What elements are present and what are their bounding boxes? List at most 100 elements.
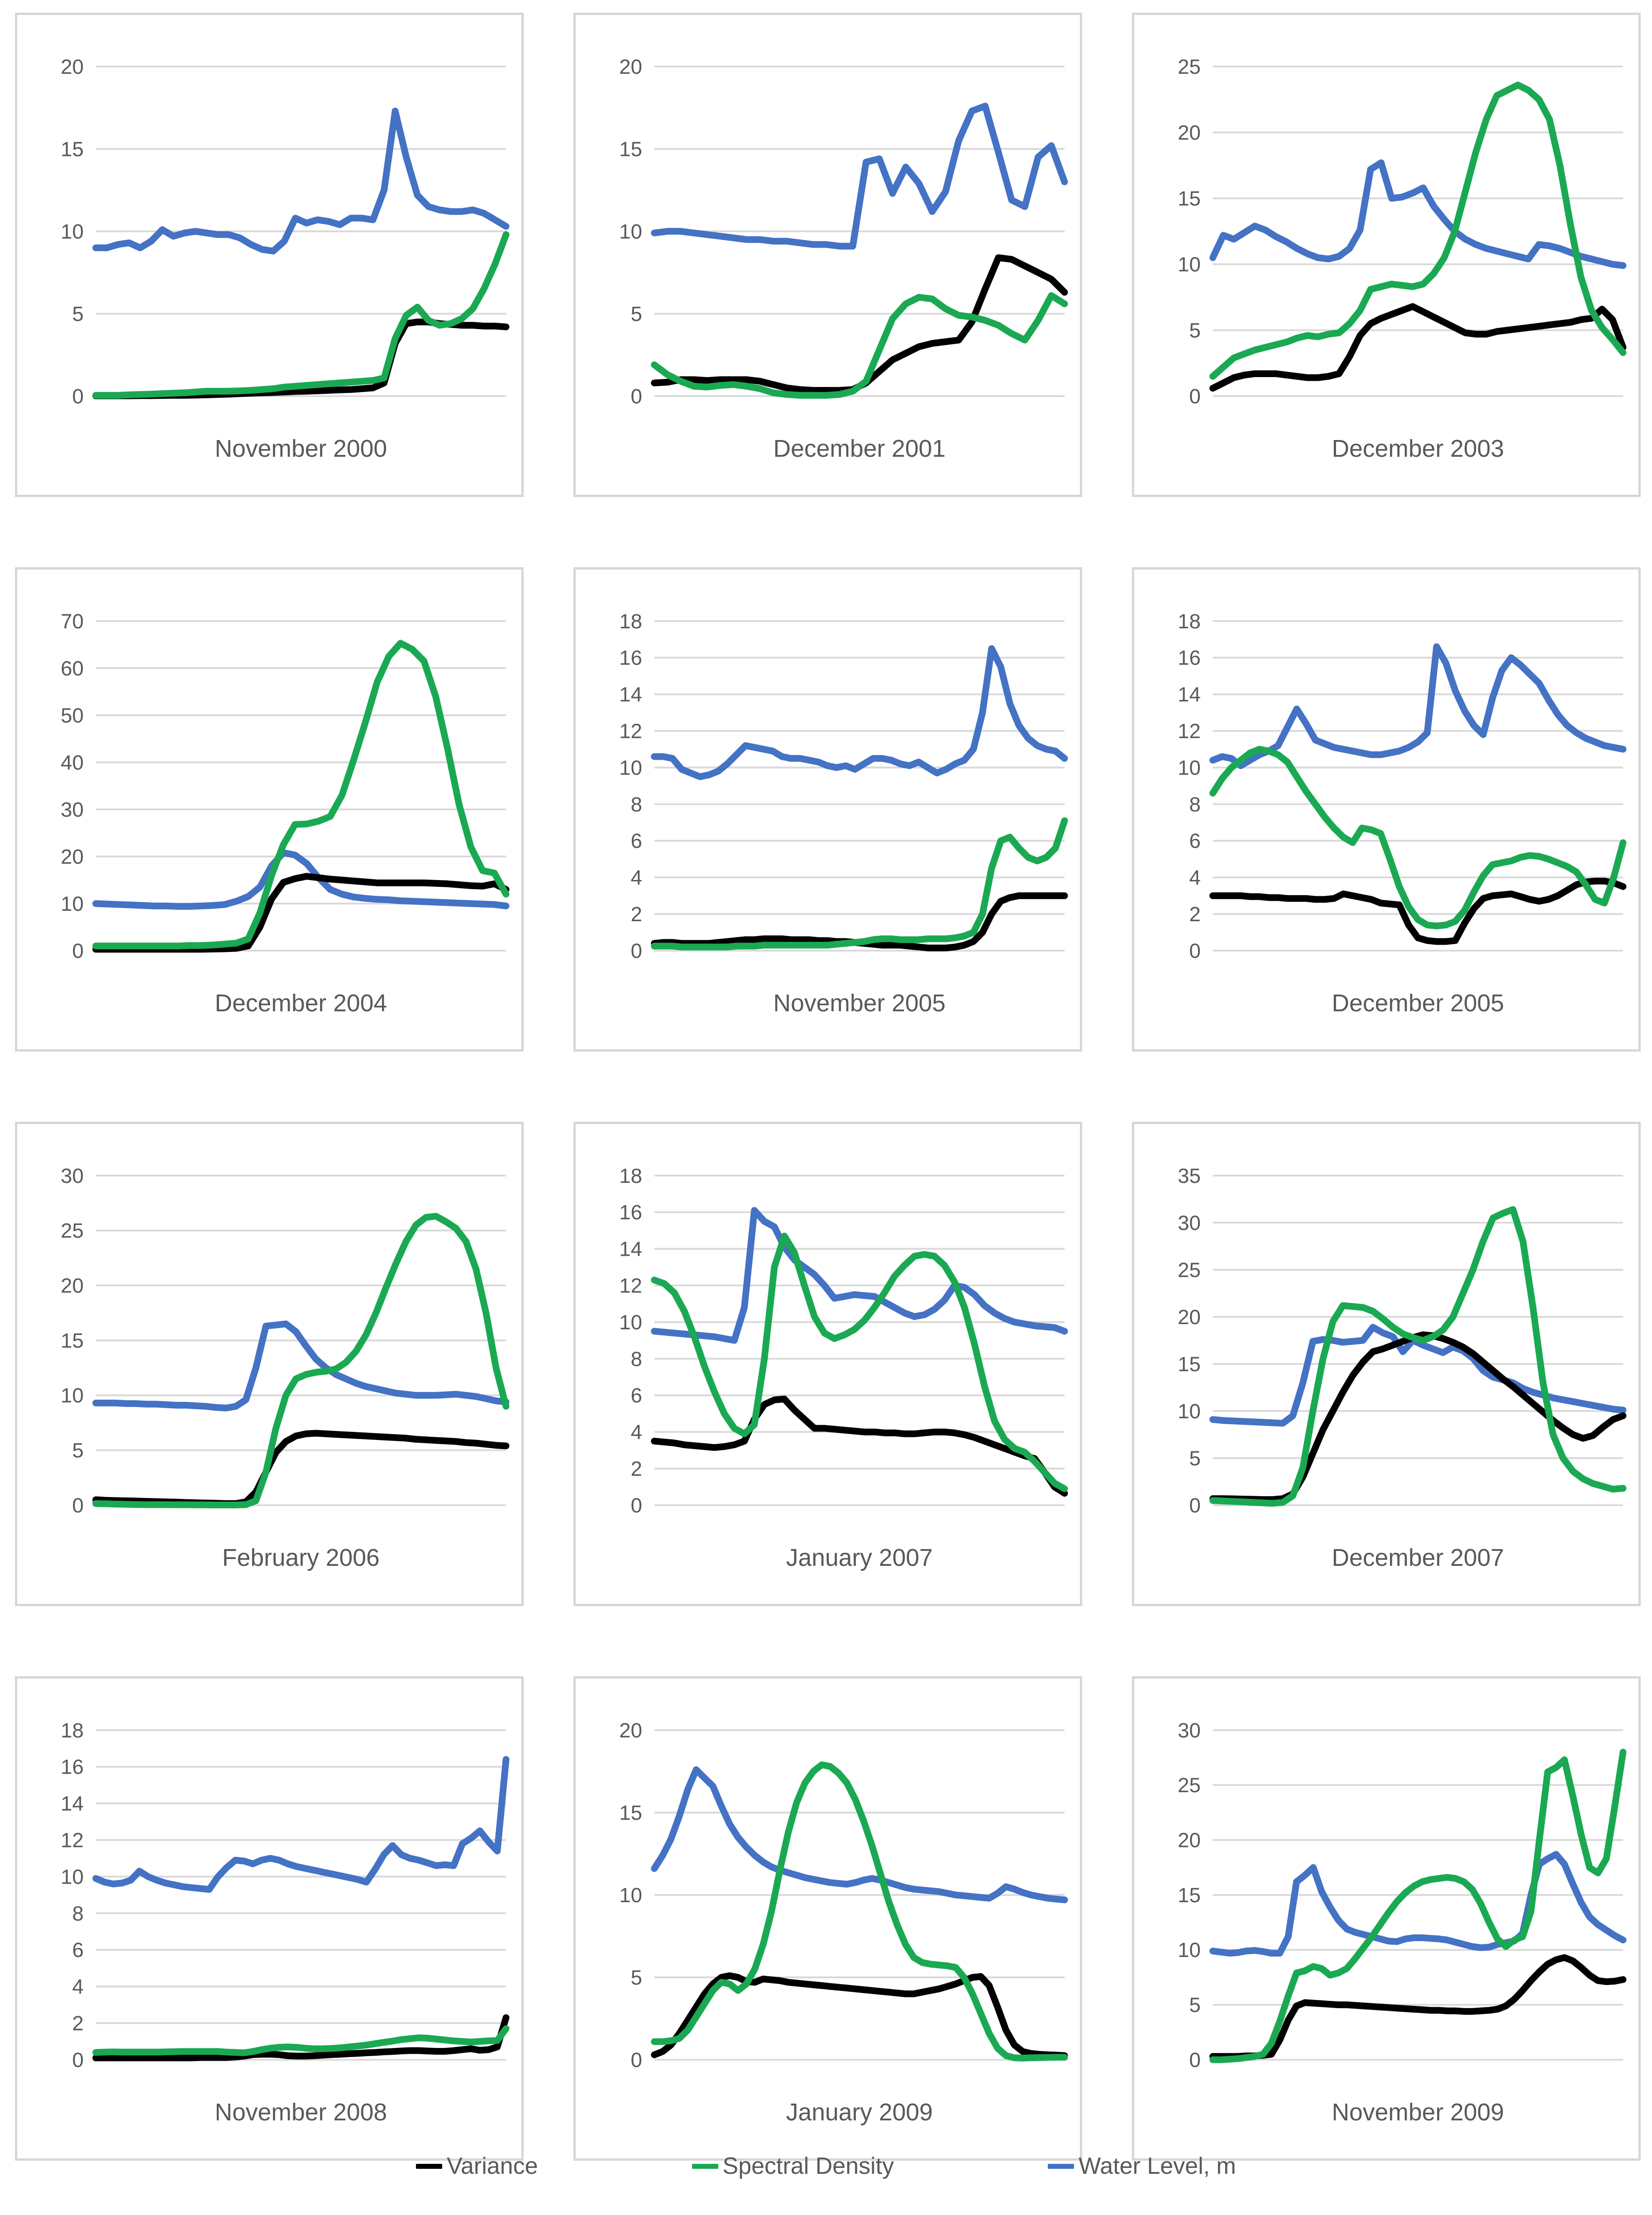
y-tick-label: 8 [631,793,642,816]
y-tick-label: 10 [61,892,84,915]
spectral-density-line [651,292,1068,399]
water-level-line [651,645,1068,780]
chart-panel: 0 5 10 15 20 25 December 2003 [1132,13,1641,497]
y-tick-label: 5 [1189,1447,1201,1470]
y-tick-label: 4 [72,1975,84,1998]
water-level-line [651,1207,1068,1344]
legend-label-water-level: Water Level, m [1079,2153,1236,2179]
water-level-line [92,1756,510,1893]
y-tick-label: 5 [72,1439,84,1462]
y-tick-label: 15 [619,138,642,161]
chart-title: November 2005 [773,990,946,1017]
y-tick-label: 30 [1178,1719,1201,1742]
y-tick-label: 0 [72,385,84,408]
y-tick-label: 60 [61,657,84,680]
y-tick-label: 8 [631,1347,642,1370]
y-tick-label: 12 [1178,719,1201,742]
chart-title: January 2007 [786,1545,933,1571]
y-tick-label: 8 [72,1902,84,1925]
y-tick-label: 25 [1178,55,1201,78]
variance-legend-dash-icon [416,2163,443,2169]
chart-title: November 2008 [215,2099,387,2126]
y-tick-label: 20 [1178,1306,1201,1329]
y-tick-label: 6 [72,1938,84,1961]
y-tick-label: 16 [619,1201,642,1224]
chart-title: November 2009 [1332,2099,1504,2126]
water-level-line [92,849,510,910]
variance-line [92,1430,510,1507]
water-level-line [1209,1324,1627,1427]
y-tick-label: 30 [1178,1211,1201,1234]
y-tick-label: 0 [1189,1494,1201,1517]
chart-panel: 0 5 10 15 20 25 30 35 December 2007 [1132,1122,1641,1606]
y-tick-label: 18 [619,610,642,633]
y-tick-label: 10 [619,220,642,243]
y-tick-label: 4 [631,1421,642,1444]
y-tick-label: 25 [1178,1774,1201,1797]
variance-line [651,254,1068,394]
y-tick-label: 12 [619,719,642,742]
y-tick-label: 0 [72,1494,84,1517]
y-tick-label: 40 [61,751,84,774]
y-tick-label: 20 [61,55,84,78]
chart-legend: Variance Spectral Density Water Level, m [0,2153,1652,2180]
chart-canvas: 0 5 10 15 20 25 30 February 2006 [61,1164,510,1571]
y-tick-label: 0 [1189,939,1201,962]
spectral-density-line [1209,746,1627,929]
y-tick-label: 25 [61,1219,84,1242]
chart-title: December 2005 [1332,990,1504,1017]
chart-panel: 0 5 10 15 20 November 2000 [15,13,524,497]
spectral-density-line [1209,81,1627,380]
legend-item-spectral-density: Spectral Density [692,2153,894,2180]
y-tick-label: 18 [1178,610,1201,633]
chart-title: February 2006 [222,1545,380,1571]
spectral-density-line [1209,1749,1627,2063]
chart-panel: 0 2 4 6 8 10 12 14 16 18 November 2005 [573,567,1082,1052]
chart-panel: 0 5 10 15 20 25 30 February 2006 [15,1122,524,1606]
chart-title: December 2007 [1332,1545,1504,1571]
chart-panel: 0 10 20 30 40 50 60 70 December 2004 [15,567,524,1052]
y-tick-label: 20 [1178,1828,1201,1851]
variance-line [1209,303,1627,392]
y-tick-label: 14 [619,1238,642,1261]
y-tick-label: 20 [1178,121,1201,144]
y-tick-label: 35 [1178,1164,1201,1187]
chart-panel: 0 5 10 15 20 January 2009 [573,1676,1082,2161]
y-tick-label: 10 [61,1384,84,1407]
water-level-line [1209,159,1627,269]
y-tick-label: 30 [61,1164,84,1187]
y-tick-label: 5 [1189,1994,1201,2017]
chart-canvas: 0 5 10 15 20 November 2000 [61,55,510,462]
y-tick-label: 6 [631,829,642,852]
water-level-line [651,102,1068,250]
y-tick-label: 10 [1178,253,1201,276]
y-tick-label: 5 [72,302,84,325]
variance-line [1209,877,1627,945]
chart-canvas: 0 5 10 15 20 25 30 November 2009 [1178,1719,1627,2126]
y-tick-label: 10 [1178,1938,1201,1961]
y-tick-label: 2 [72,2012,84,2035]
y-tick-label: 18 [619,1164,642,1187]
legend-label-variance: Variance [447,2153,538,2179]
chart-canvas: 0 2 4 6 8 10 12 14 16 18 December 2005 [1178,610,1627,1017]
y-tick-label: 2 [631,903,642,926]
variance-line [651,1396,1068,1497]
variance-line [1209,1954,1627,2060]
chart-canvas: 0 5 10 15 20 25 30 35 December 2007 [1178,1164,1627,1571]
chart-canvas: 0 2 4 6 8 10 12 14 16 18 November 2005 [619,610,1068,1017]
y-tick-label: 15 [61,1329,84,1352]
y-tick-label: 5 [1189,319,1201,342]
y-tick-label: 10 [619,1311,642,1334]
spectral-density-line [92,231,510,399]
spectral-density-line [651,1233,1068,1493]
chart-title: January 2009 [786,2099,933,2126]
spectral-density-line [1209,1206,1627,1507]
chart-panel: 0 2 4 6 8 10 12 14 16 18 December 2005 [1132,567,1641,1052]
y-tick-label: 15 [1178,1884,1201,1907]
spectral-density-legend-dash-icon [692,2163,718,2169]
spectral-density-line [92,2025,510,2057]
y-tick-label: 4 [1189,866,1201,889]
y-tick-label: 20 [619,1719,642,1742]
chart-panel: 0 2 4 6 8 10 12 14 16 18 January 2007 [573,1122,1082,1606]
legend-label-spectral-density: Spectral Density [722,2153,894,2179]
